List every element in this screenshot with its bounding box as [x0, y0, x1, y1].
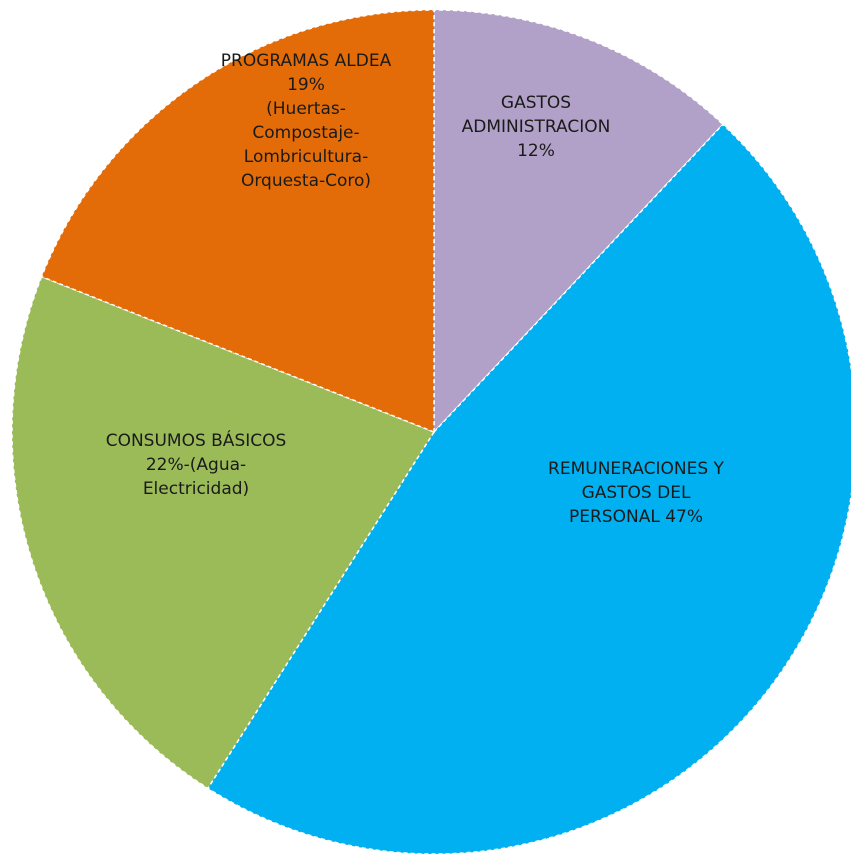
pie-slice-label-line: 22%-(Agua- — [146, 455, 246, 475]
pie-slice-3 — [11, 275, 436, 790]
pie-slice-label-line: Electricidad) — [143, 479, 249, 499]
pie-slice-label-line: PERSONAL 47% — [569, 507, 703, 527]
pie-slice-label-line: PROGRAMAS ALDEA — [221, 51, 392, 71]
pie-slice-label-line: Compostaje- — [252, 123, 359, 143]
pie-slice-label-2: REMUNERACIONES Y GASTOS DEL PERSONAL 47% — [548, 459, 724, 527]
pie-slices — [11, 9, 851, 855]
pie-slice-label-3: CONSUMOS BÁSICOS 22%-(Agua- Electricidad) — [106, 429, 287, 499]
pie-labels: GASTOS ADMINISTRACION 12% REMUNERACIONES Y G… — [106, 51, 725, 527]
pie-slice-label-line: (Huertas- — [266, 99, 346, 119]
pie-slice-label-line: ADMINISTRACION — [462, 117, 611, 137]
pie-slice-label-4: PROGRAMAS ALDEA 19% (Huertas- Compostaje- Lo… — [221, 51, 392, 191]
pie-slice-label-line: CONSUMOS BÁSICOS — [106, 429, 287, 451]
pie-slice-label-line: REMUNERACIONES Y — [548, 459, 724, 479]
pie-slice-label-line: 19% — [287, 75, 325, 95]
pie-slice-label-line: GASTOS DEL — [582, 483, 691, 503]
pie-slice-label-line: GASTOS — [501, 93, 571, 113]
pie-slice-1 — [433, 9, 724, 434]
pie-slice-label-line: Orquesta-Coro) — [241, 171, 371, 191]
pie-slice-label-line: Lombricultura- — [244, 147, 368, 167]
pie-slice-4 — [40, 9, 435, 434]
pie-slice-label-1: GASTOS ADMINISTRACION 12% — [462, 93, 611, 161]
pie-slice-label-line: 12% — [517, 141, 555, 161]
pie-slice-2 — [206, 123, 851, 855]
